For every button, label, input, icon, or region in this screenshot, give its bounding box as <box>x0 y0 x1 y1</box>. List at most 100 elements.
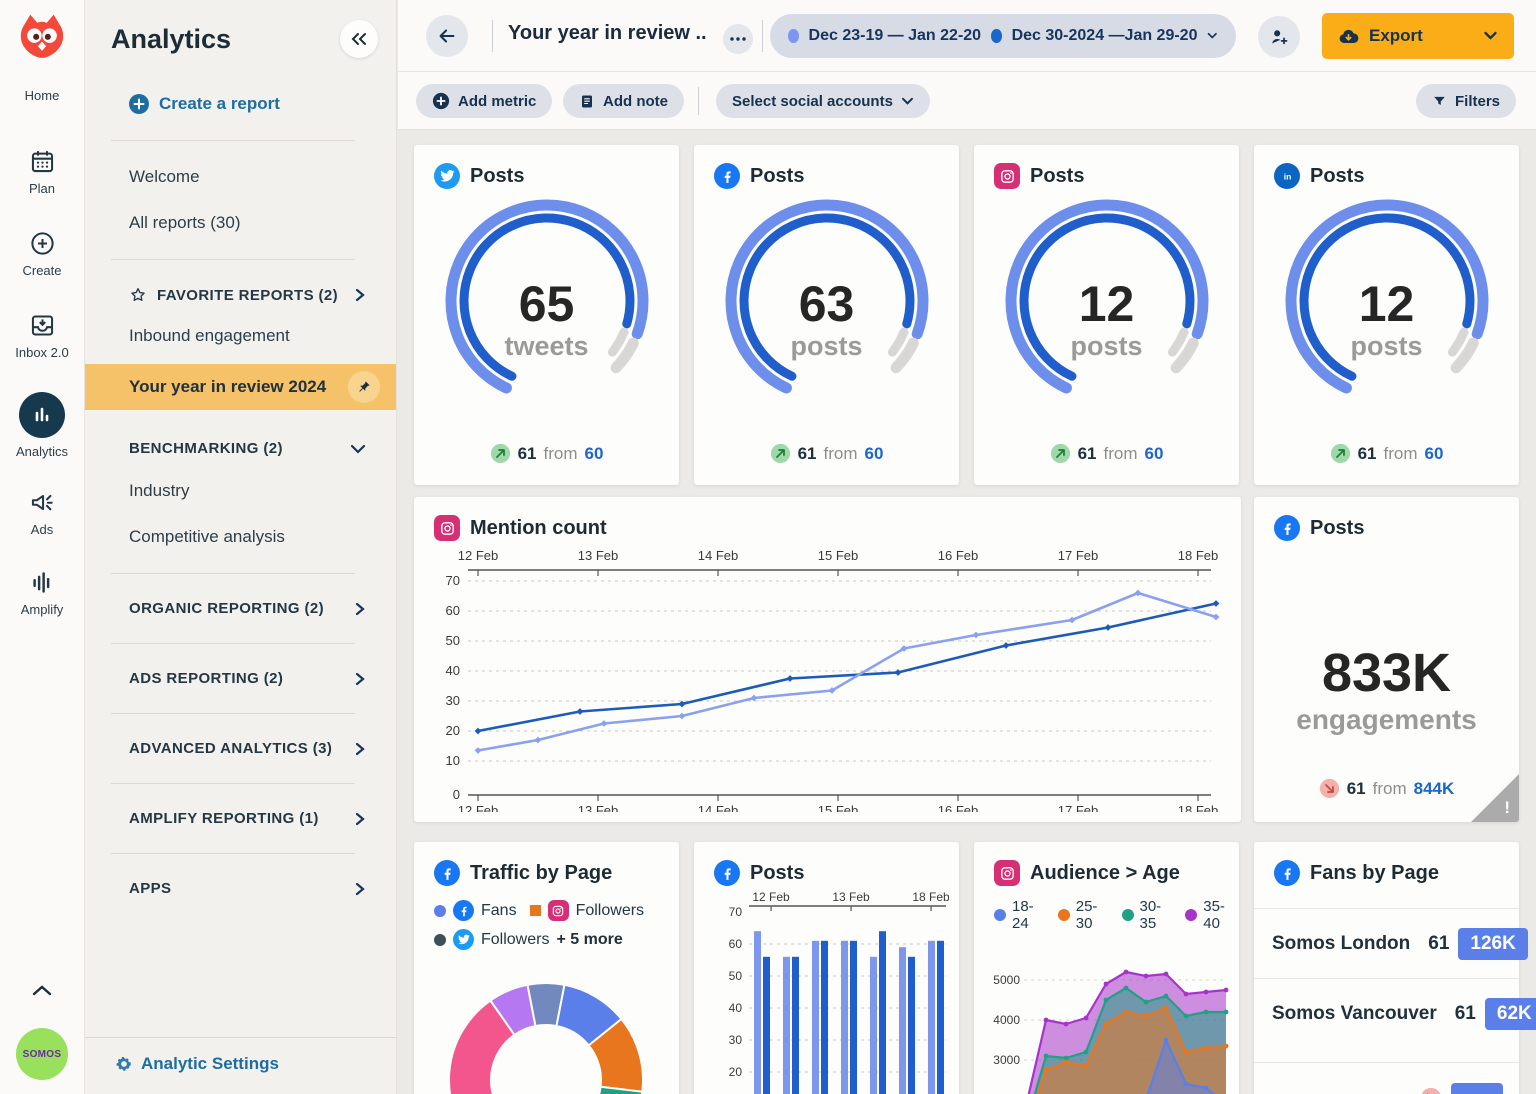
legend-35-40[interactable]: 35-40 <box>1203 898 1225 932</box>
legend-label-tw-followers[interactable]: Followers <box>481 930 550 948</box>
facebook-icon <box>1274 860 1300 886</box>
svg-text:40: 40 <box>729 1001 743 1015</box>
pin-icon[interactable] <box>348 371 380 403</box>
add-note-button[interactable]: Add note <box>563 84 684 118</box>
filters-button[interactable]: Filters <box>1415 84 1516 118</box>
sidebar-section-apps[interactable]: APPS <box>85 880 396 897</box>
report-toolbar: Add metric Add note Select social accoun… <box>398 72 1536 130</box>
divider <box>111 140 355 141</box>
chevron-down-icon <box>350 444 366 454</box>
legend-30-35[interactable]: 30-35 <box>1139 898 1162 932</box>
delta-row: 61 from 60 <box>1254 443 1519 464</box>
rail-item-create[interactable]: Create <box>22 230 62 278</box>
sidebar-item-inbound-engagement[interactable]: Inbound engagement <box>129 326 290 345</box>
org-avatar[interactable]: SOMOS <box>16 1028 68 1080</box>
svg-text:20: 20 <box>446 723 460 738</box>
legend-label-ig-followers[interactable]: Followers <box>575 901 645 919</box>
create-report-button[interactable]: Create a report <box>129 94 396 114</box>
sidebar-title: Analytics <box>111 23 232 54</box>
gauge-card-twitter-posts: Posts 65 tweets 61 from 60 <box>414 145 679 485</box>
legend-square <box>529 905 541 916</box>
plus-circle-icon <box>29 230 56 257</box>
trend-down-icon <box>1319 778 1339 799</box>
sidebar-collapse-button[interactable] <box>340 20 378 58</box>
divider <box>111 643 355 644</box>
sidebar-section-amplify-reporting[interactable]: AMPLIFY REPORTING (1) <box>85 810 396 827</box>
rail-item-plan[interactable]: Plan <box>29 148 56 196</box>
delta-row: 61 from 844K <box>1254 778 1519 799</box>
legend-more[interactable]: + 5 more <box>556 930 623 948</box>
chevron-right-icon <box>355 882 365 895</box>
sidebar-item-competitive-analysis[interactable]: Competitive analysis <box>129 527 285 546</box>
rail-item-inbox[interactable]: Inbox 2.0 <box>15 312 69 360</box>
bar-chart-icon <box>19 392 65 438</box>
ellipsis-icon <box>730 37 746 41</box>
add-metric-button[interactable]: Add metric <box>416 84 553 118</box>
chevron-down-icon <box>901 97 913 105</box>
person-add-icon <box>1272 30 1288 45</box>
sidebar-item-your-year-in-review[interactable]: Your year in review 2024 <box>85 364 396 410</box>
svg-text:17 Feb: 17 Feb <box>1058 803 1098 812</box>
svg-text:30: 30 <box>729 1033 743 1047</box>
rail-item-ads[interactable]: Ads <box>29 489 56 537</box>
hootsuite-owl-logo[interactable] <box>14 10 70 66</box>
divider <box>111 713 355 714</box>
svg-text:70: 70 <box>729 905 743 919</box>
divider <box>698 87 699 115</box>
sidebar-item-industry[interactable]: Industry <box>129 481 190 500</box>
back-button[interactable] <box>426 15 468 57</box>
sidebar-section-benchmarking[interactable]: BENCHMARKING (2) <box>85 440 396 457</box>
rail-item-analytics[interactable]: Analytics <box>16 392 68 459</box>
legend-18-24[interactable]: 18-24 <box>1012 898 1034 932</box>
svg-text:4000: 4000 <box>993 1013 1020 1027</box>
chevron-right-icon <box>355 602 365 615</box>
fans-row-somos-vancouver[interactable]: Somos Vancouver 61 62K <box>1254 978 1536 1048</box>
svg-text:17 Feb: 17 Feb <box>1058 548 1098 563</box>
rail-item-home[interactable]: Home <box>24 88 60 103</box>
divider <box>492 20 493 52</box>
sidebar-section-ads-reporting[interactable]: ADS REPORTING (2) <box>85 670 396 687</box>
fans-row-somos-london[interactable]: Somos London 61 126K <box>1254 908 1528 978</box>
svg-text:13 Feb: 13 Feb <box>578 548 618 563</box>
cloud-download-icon <box>1339 29 1359 43</box>
posts-bar-chart: 12 Feb 13 Feb 18 Feb 20 30 40 50 60 70 <box>729 890 950 1094</box>
trend-up-icon <box>490 443 510 464</box>
legend-dot <box>1121 909 1134 921</box>
svg-text:50: 50 <box>729 969 743 983</box>
svg-text:14 Feb: 14 Feb <box>698 803 738 812</box>
share-add-user-button[interactable] <box>1258 16 1300 58</box>
facebook-icon <box>1274 515 1300 541</box>
sidebar-item-welcome[interactable]: Welcome <box>129 167 200 186</box>
select-social-accounts-dropdown[interactable]: Select social accounts <box>716 84 930 118</box>
legend-label-fans[interactable]: Fans <box>481 901 517 919</box>
svg-text:13 Feb: 13 Feb <box>832 892 870 904</box>
sidebar-section-organic-reporting[interactable]: ORGANIC REPORTING (2) <box>85 600 396 617</box>
engagements-unit: engagements <box>1296 704 1477 735</box>
date-range-selector[interactable]: Dec 23-19 — Jan 22-20 Dec 30-2024 —Jan 2… <box>770 14 1236 58</box>
legend-25-30[interactable]: 25-30 <box>1075 898 1098 932</box>
divider <box>111 853 355 854</box>
gauge-card-instagram-posts: Posts 12 posts 61 from 60 <box>974 145 1239 485</box>
inbox-icon <box>29 312 56 339</box>
more-options-button[interactable] <box>723 24 753 54</box>
svg-text:16 Feb: 16 Feb <box>938 548 978 563</box>
svg-text:30: 30 <box>446 693 460 708</box>
gear-icon <box>116 1056 131 1071</box>
sidebar-item-all-reports[interactable]: All reports (30) <box>129 213 241 232</box>
fans-row-partial[interactable] <box>1254 1062 1519 1094</box>
svg-text:15 Feb: 15 Feb <box>818 803 858 812</box>
gauge-card-linkedin-posts: in Posts 12 posts 61 from 60 <box>1254 145 1519 485</box>
instagram-icon <box>994 163 1020 189</box>
rail-item-amplify[interactable]: Amplify <box>21 569 63 617</box>
gauge-card-facebook-posts: Posts 63 posts 61 from 60 <box>694 145 959 485</box>
divider <box>111 783 355 784</box>
rail-collapse-chevron-up-icon[interactable] <box>31 983 53 1002</box>
plus-circle-icon <box>432 92 450 110</box>
analytic-settings-button[interactable]: Analytic Settings <box>85 1037 396 1094</box>
fans-by-page-card: Fans by Page Somos London 61 126K Somos … <box>1254 842 1536 1094</box>
sidebar-section-favorite-reports[interactable]: FAVORITE REPORTS (2) <box>85 286 396 304</box>
sidebar-section-advanced-analytics[interactable]: ADVANCED ANALYTICS (3) <box>85 740 396 757</box>
twitter-icon <box>434 163 460 189</box>
export-button[interactable]: Export <box>1322 13 1514 59</box>
